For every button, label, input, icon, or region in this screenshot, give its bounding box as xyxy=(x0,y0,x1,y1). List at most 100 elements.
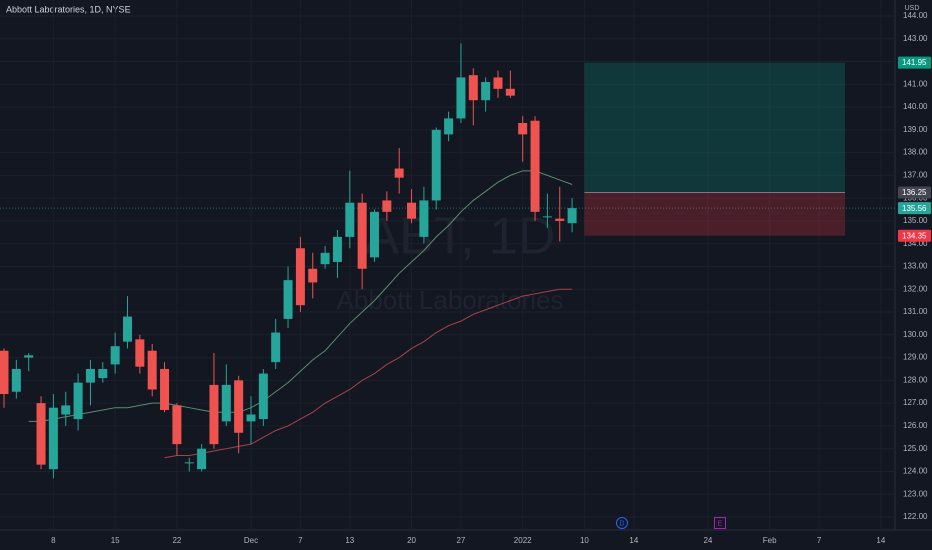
price-tag-label: 135.56 xyxy=(902,204,927,213)
x-tick-label: 14 xyxy=(629,536,638,545)
candle-body xyxy=(246,414,256,422)
candle-body xyxy=(258,373,268,420)
candle-body xyxy=(98,368,108,379)
candle-body xyxy=(110,346,120,365)
event-label: E xyxy=(718,520,723,527)
target-zone xyxy=(584,62,846,193)
price-tag-label: 141.95 xyxy=(902,58,927,67)
candle-body xyxy=(197,448,207,470)
price-tag xyxy=(898,186,931,199)
candle-body xyxy=(0,350,9,395)
candle-body xyxy=(234,380,244,433)
candle-body xyxy=(332,236,342,262)
candle-body xyxy=(456,77,466,119)
y-tick-label: 123.00 xyxy=(903,489,928,498)
candle-body xyxy=(221,384,231,422)
candle-body xyxy=(555,218,565,221)
candle-body xyxy=(24,355,34,358)
y-tick-label: 127.00 xyxy=(903,398,928,407)
y-tick-label: 135.00 xyxy=(903,216,928,225)
event-label: D xyxy=(619,520,624,527)
price-tag-label: 136.25 xyxy=(902,188,927,197)
candle-body xyxy=(295,248,305,306)
y-tick-label: 143.00 xyxy=(903,34,928,43)
candle-body xyxy=(184,462,194,464)
candle-body xyxy=(61,405,71,415)
candle-body xyxy=(542,216,552,218)
candle-body xyxy=(160,368,170,410)
chart-title: Abbott Laboratories, 1D, NYSE xyxy=(6,4,131,14)
currency: USD xyxy=(905,5,920,12)
candle-body xyxy=(123,316,132,342)
y-tick-label: 126.00 xyxy=(903,421,928,430)
candle-body xyxy=(209,384,219,445)
y-tick-label: 133.00 xyxy=(903,262,928,271)
candle-body xyxy=(530,120,540,212)
candle-body xyxy=(382,200,392,212)
candle-body xyxy=(345,202,355,237)
candle-body xyxy=(505,88,515,96)
candle-body xyxy=(518,122,528,135)
y-tick-label: 124.00 xyxy=(903,467,928,476)
x-tick-label: 24 xyxy=(703,536,712,545)
x-tick-label: 22 xyxy=(172,536,181,545)
candle-body xyxy=(394,168,404,178)
price-tag xyxy=(898,202,931,215)
price-tag xyxy=(898,56,931,69)
x-tick-label: Dec xyxy=(244,536,258,545)
candle-body xyxy=(147,350,157,390)
candle-body xyxy=(481,81,491,101)
x-tick-label: 20 xyxy=(407,536,416,545)
candle-body xyxy=(11,368,21,392)
y-tick-label: 131.00 xyxy=(903,307,928,316)
candle-body xyxy=(283,280,293,319)
y-tick-label: 139.00 xyxy=(903,125,928,134)
watermark-subtitle: Abbott Laboratories xyxy=(337,285,564,315)
watermark: ABT, 1D xyxy=(365,208,556,266)
moving-average xyxy=(28,170,573,422)
candle-body xyxy=(370,211,379,258)
candle-body xyxy=(493,77,503,89)
candle-body xyxy=(357,202,367,269)
y-tick-label: 122.00 xyxy=(903,512,928,521)
y-tick-label: 141.00 xyxy=(903,79,928,88)
y-tick-label: 134.00 xyxy=(903,239,928,248)
candle-body xyxy=(567,208,577,224)
candle-body xyxy=(85,368,95,383)
price-tag-label: 134.35 xyxy=(902,231,927,240)
x-tick-label: 7 xyxy=(298,536,303,545)
candle-body xyxy=(419,200,429,237)
y-tick-label: 137.00 xyxy=(903,170,928,179)
y-tick-label: 129.00 xyxy=(903,353,928,362)
candle-body xyxy=(73,382,83,420)
x-tick-label: 13 xyxy=(345,536,354,545)
candle-body xyxy=(36,403,46,465)
y-tick-label: 130.00 xyxy=(903,330,928,339)
x-tick-label: 10 xyxy=(580,536,589,545)
event-icon xyxy=(616,517,628,529)
y-tick-label: 144.00 xyxy=(903,11,928,20)
x-tick-label: 14 xyxy=(876,536,885,545)
candle-body xyxy=(444,118,454,135)
y-tick-label: 125.00 xyxy=(903,444,928,453)
y-tick-label: 138.00 xyxy=(903,148,928,157)
x-tick-label: 7 xyxy=(817,536,822,545)
candle-body xyxy=(320,252,330,265)
candle-body xyxy=(431,129,441,201)
candle-body xyxy=(468,75,478,101)
y-tick-label: 132.00 xyxy=(903,284,928,293)
candle-body xyxy=(271,332,281,363)
moving-average xyxy=(164,288,573,459)
candle-body xyxy=(308,268,318,283)
x-tick-label: Feb xyxy=(763,536,777,545)
candle-body xyxy=(48,407,58,470)
stop-zone xyxy=(584,192,846,236)
y-tick-label: 128.00 xyxy=(903,375,928,384)
price-tag xyxy=(898,229,931,242)
x-tick-label: 27 xyxy=(456,536,465,545)
candle-body xyxy=(172,405,182,445)
candle-body xyxy=(135,339,145,367)
event-icon xyxy=(714,517,726,529)
